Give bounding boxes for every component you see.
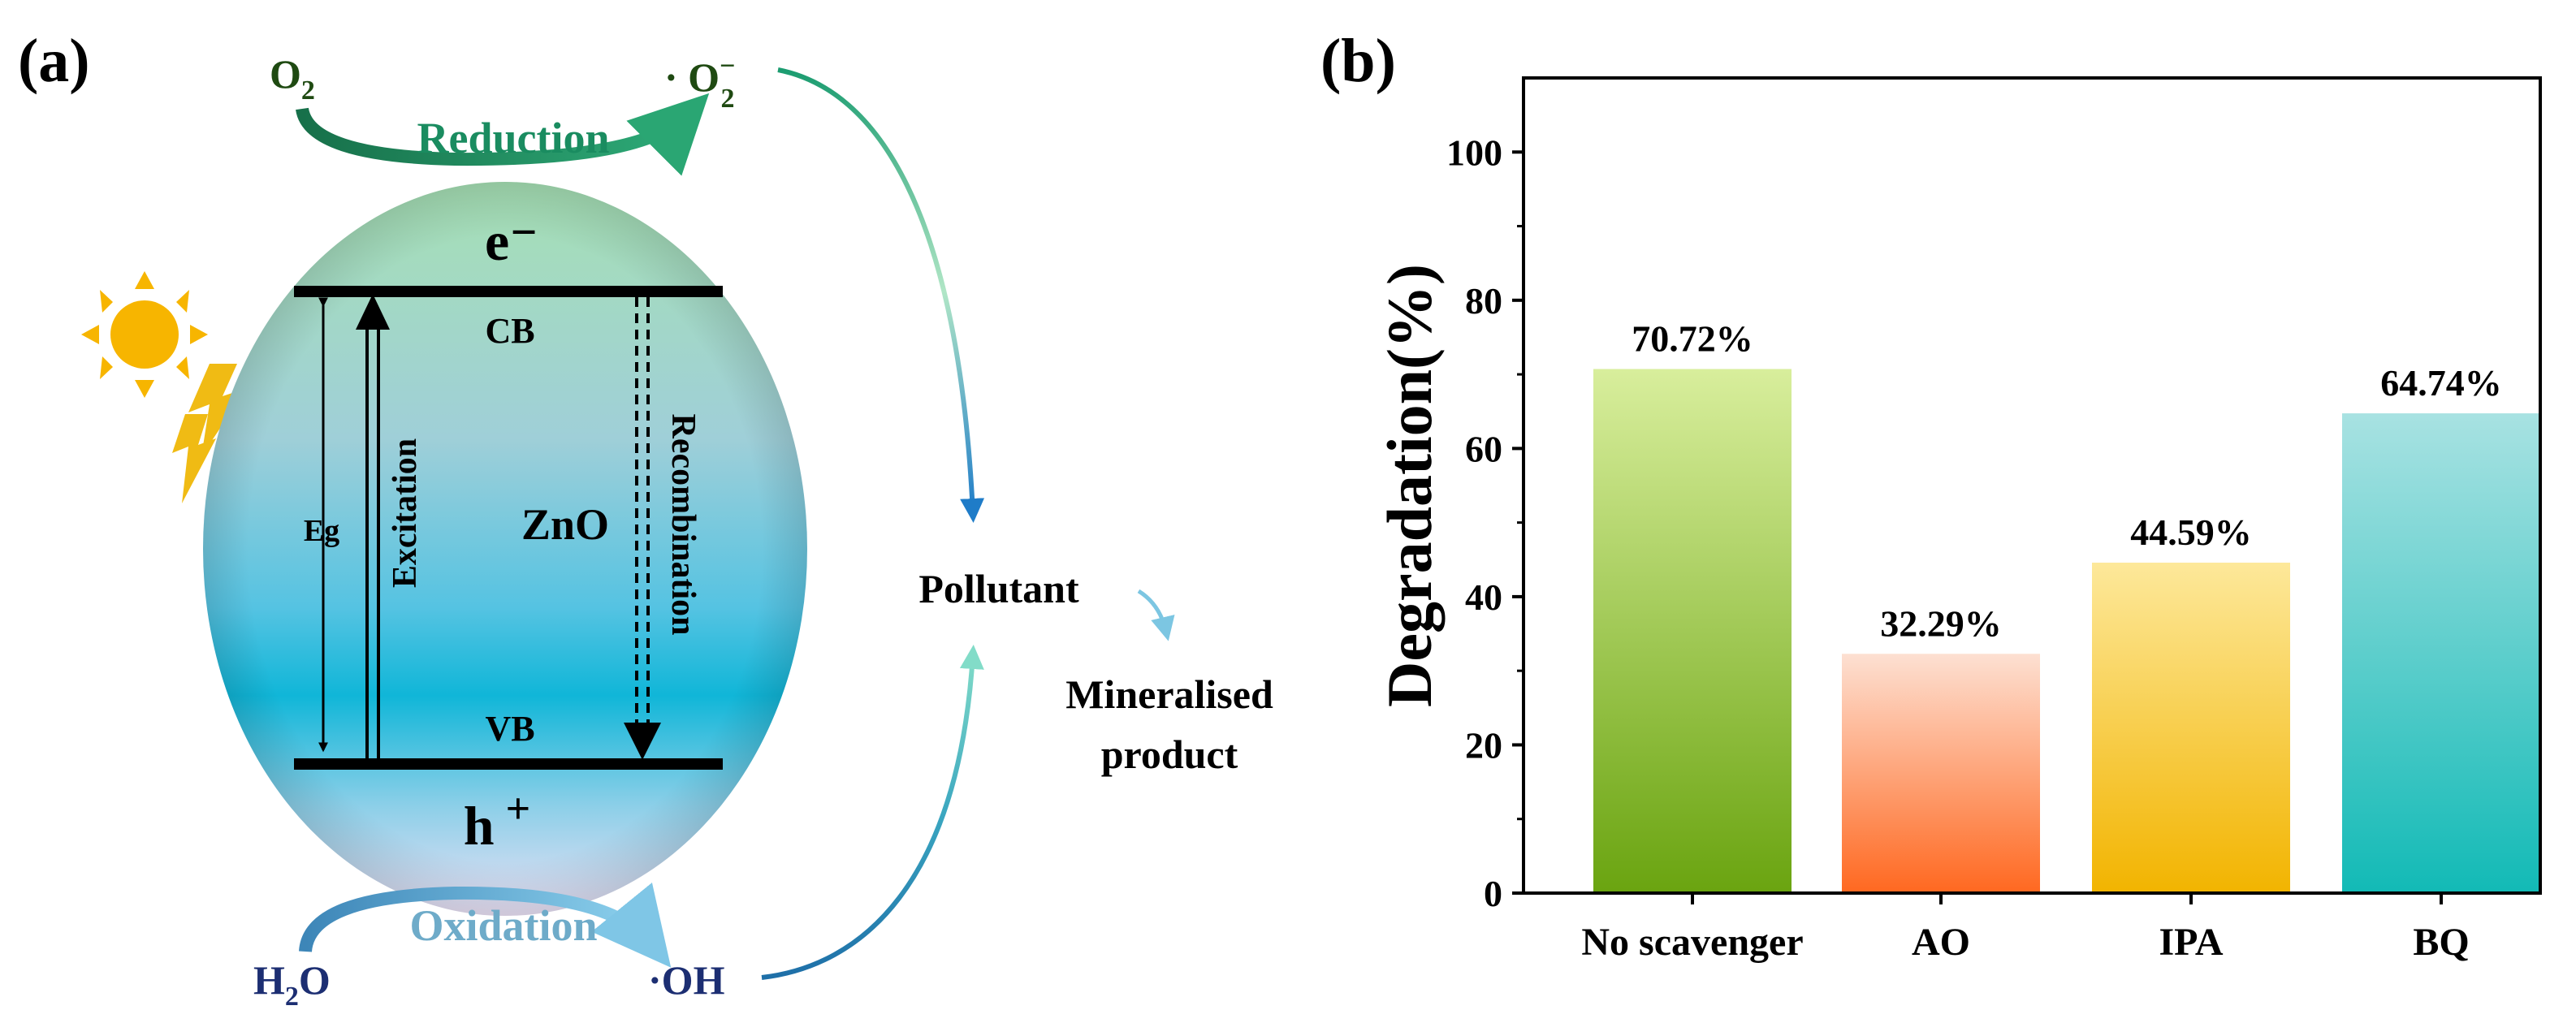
- hydroxyl-to-pollutant-arrow: [761, 645, 984, 980]
- cb-label: CB: [485, 311, 534, 351]
- degradation-chart: 0 20 40 60 80 100 No scavenger AO IPA BQ 70.72% 3…: [1374, 76, 2542, 964]
- pollutant-label: Pollutant: [918, 566, 1079, 611]
- hole-charge: +: [506, 784, 531, 833]
- y-tick-label: 60: [1465, 428, 1502, 469]
- h2o-oxygen: O: [299, 957, 331, 1003]
- o2-subscript: 2: [301, 76, 315, 106]
- y-axis-ticks: 0 20 40 60 80 100: [1446, 132, 2443, 914]
- eg-label: Eg: [304, 514, 339, 548]
- superoxide-to-pollutant-arrow: [777, 67, 985, 523]
- x-tick-label: No scavenger: [1581, 921, 1803, 964]
- bar-ao: [1842, 654, 2040, 893]
- bar-bq: [2342, 413, 2540, 894]
- recombination-arrow: [624, 297, 661, 760]
- lightning-icon: [172, 364, 247, 503]
- y-tick-label: 100: [1446, 132, 1502, 173]
- superoxide-symbol: · O: [664, 54, 720, 100]
- reduction-label: Reduction: [417, 114, 609, 162]
- valence-band-line: [294, 758, 723, 770]
- o2-symbol: O: [270, 51, 301, 97]
- y-tick-label: 20: [1465, 724, 1502, 766]
- oxidation-label: Oxidation: [409, 901, 597, 950]
- bar-ipa: [2092, 563, 2290, 893]
- superoxide-subscript: 2: [720, 84, 734, 114]
- value-labels: 70.72% 32.29% 44.59% 64.74%: [1632, 318, 2502, 645]
- y-tick-label: 80: [1465, 280, 1502, 322]
- hole-label: h +: [464, 784, 531, 857]
- panel-b-label: (b): [1320, 27, 1396, 95]
- product-label-line2: product: [1101, 732, 1238, 777]
- h2o-hydrogen: H: [253, 957, 285, 1003]
- conduction-band-line: [294, 286, 723, 297]
- value-label: 64.74%: [2380, 362, 2502, 404]
- x-tick-label: BQ: [2413, 921, 2469, 964]
- vb-label: VB: [485, 709, 534, 749]
- bars-group: [1593, 369, 2540, 894]
- excitation-arrow: [356, 294, 390, 758]
- hole-symbol: h: [464, 795, 495, 857]
- zno-label: ZnO: [521, 500, 609, 549]
- excitation-label: Excitation: [387, 438, 424, 588]
- panel-a-label: (a): [18, 27, 90, 95]
- value-label: 44.59%: [2130, 512, 2252, 553]
- electron-label: e⁻: [485, 210, 538, 272]
- hydroxyl-label: ·OH: [648, 957, 725, 1003]
- value-label: 32.29%: [1880, 602, 2002, 644]
- superoxide-label: · O− 2: [664, 51, 735, 114]
- value-label: 70.72%: [1632, 318, 1753, 360]
- sun-icon: [81, 271, 208, 398]
- x-tick-label: AO: [1912, 921, 1970, 964]
- h2o-subscript: 2: [285, 982, 299, 1012]
- y-tick-label: 40: [1465, 576, 1502, 618]
- o2-label: O2: [270, 51, 315, 106]
- h2o-label: H2O: [253, 957, 331, 1012]
- bar-no-scavenger: [1593, 369, 1792, 893]
- reduction-arrow: [296, 93, 710, 176]
- product-label-line1: Mineralised: [1065, 671, 1273, 717]
- plot-frame: [1522, 76, 2542, 895]
- oxidation-arrow: [299, 883, 672, 968]
- y-axis-label: Degradation(%): [1374, 264, 1445, 707]
- pollutant-to-product-arrow: [1137, 589, 1175, 641]
- superoxide-charge: −: [720, 51, 735, 81]
- x-axis-labels: No scavenger AO IPA BQ: [1581, 921, 2469, 964]
- y-tick-label: 0: [1484, 873, 1502, 914]
- x-tick-label: IPA: [2159, 921, 2223, 964]
- recombination-label: Recombination: [664, 414, 702, 636]
